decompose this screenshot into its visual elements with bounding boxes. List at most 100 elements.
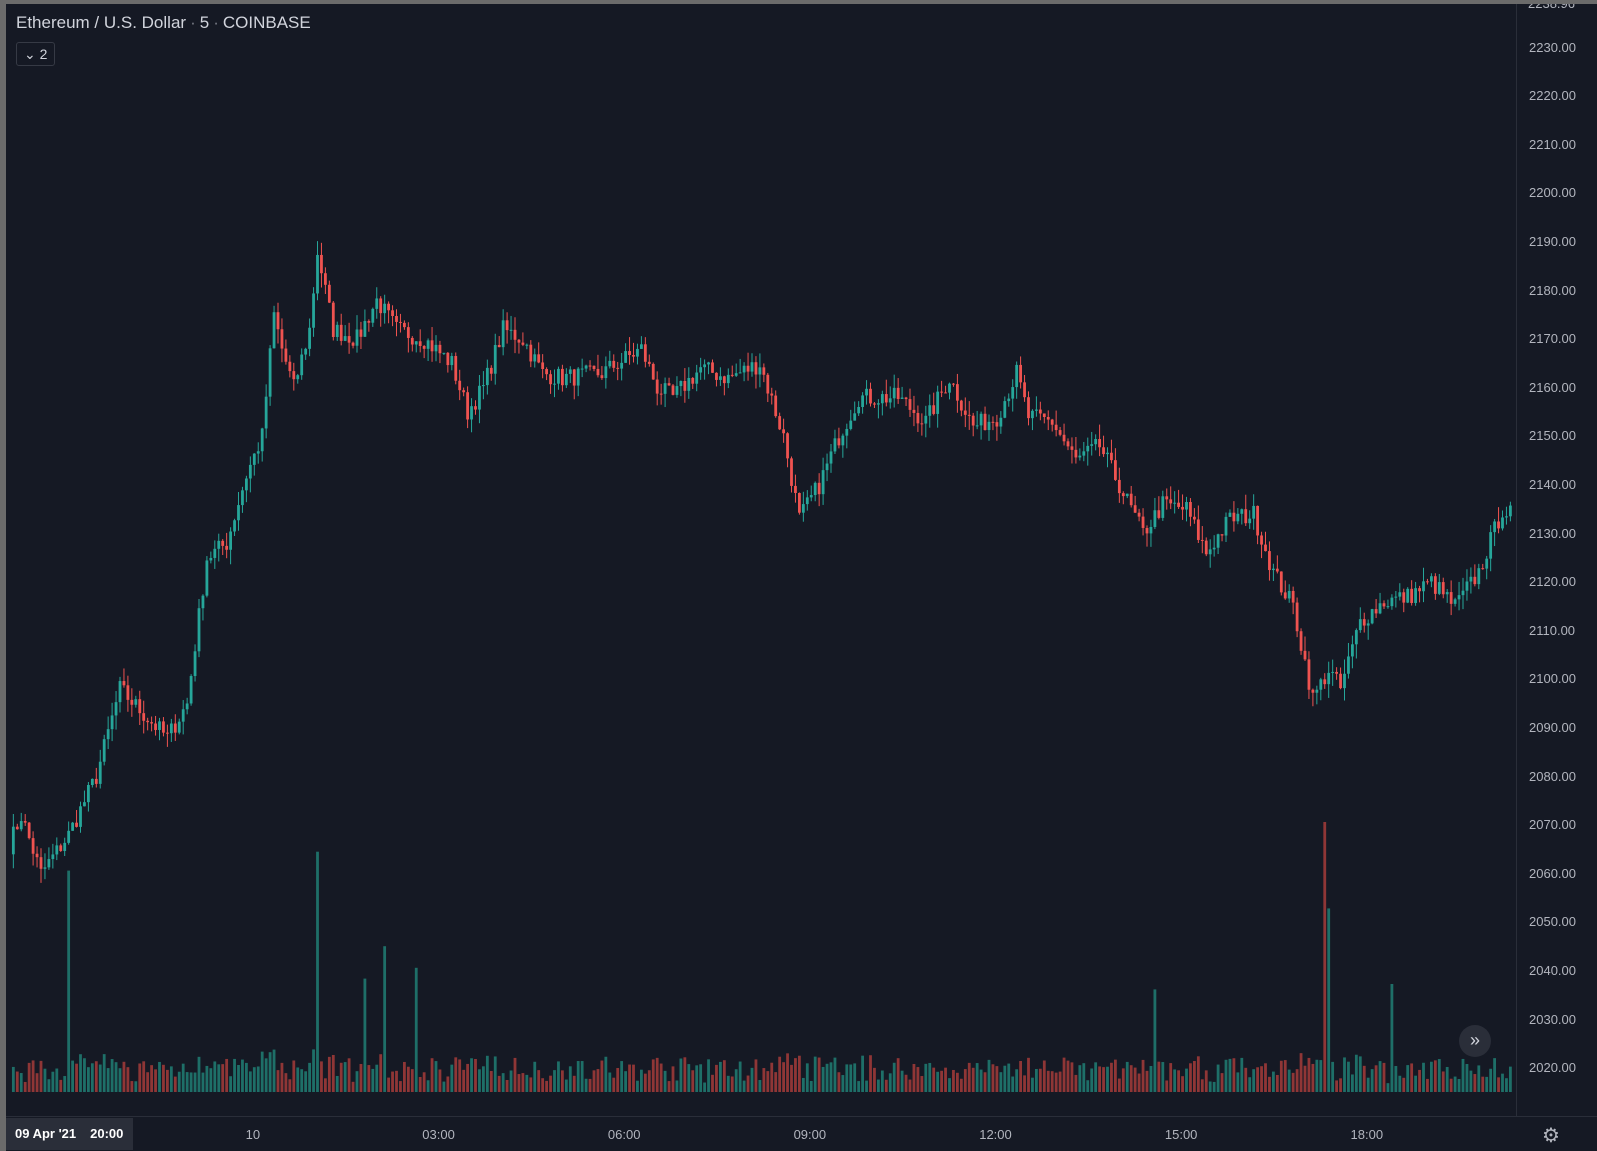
candle-body — [489, 367, 493, 374]
candle-body — [201, 595, 205, 609]
volume-bar — [537, 1070, 541, 1092]
candle-body — [166, 732, 169, 734]
candle-body — [1418, 588, 1421, 592]
candle-body — [27, 822, 31, 839]
volume-bar — [1102, 1067, 1105, 1092]
volume-bar — [27, 1062, 31, 1092]
chart-pane[interactable] — [6, 4, 1516, 1116]
candle-body — [880, 394, 884, 404]
candle-body — [181, 709, 185, 722]
candle-body — [248, 464, 252, 479]
candle-body — [1066, 441, 1070, 447]
candle-body — [801, 504, 805, 513]
volume-bar — [130, 1081, 134, 1092]
studies-count: 2 — [39, 46, 48, 62]
volume-bar — [102, 1054, 106, 1092]
symbol-legend[interactable]: Ethereum / U.S. Dollar · 5 · COINBASE — [16, 13, 311, 32]
candle-body — [312, 293, 315, 328]
candle-body — [185, 703, 189, 710]
time-axis-label: 09:00 — [793, 1127, 827, 1142]
volume-bar — [750, 1067, 754, 1092]
volume-bar — [790, 1064, 793, 1092]
candle-body — [1114, 460, 1117, 480]
time-axis-label: 03:00 — [422, 1127, 455, 1142]
gear-icon[interactable]: ⚙ — [1542, 1125, 1560, 1147]
candle-body — [217, 540, 221, 549]
price-axis-label: 2120.00 — [1529, 574, 1576, 590]
volume-bar — [825, 1063, 829, 1092]
candle-body — [1204, 540, 1208, 555]
volume-bar — [252, 1067, 256, 1092]
volume-bar — [557, 1061, 560, 1092]
volume-bar — [189, 1072, 193, 1092]
candle-body — [628, 351, 631, 356]
candle-body — [798, 493, 801, 513]
candle-body — [1295, 602, 1299, 632]
studies-toggle-button[interactable]: ⌄ 2 — [16, 42, 56, 66]
volume-bar — [67, 870, 71, 1092]
candle-body — [1358, 619, 1362, 631]
volume-bar — [15, 1071, 19, 1092]
volume-bar — [166, 1069, 169, 1092]
candle-body — [1469, 576, 1473, 582]
candle-body — [525, 344, 529, 346]
volume-bar — [987, 1059, 991, 1092]
volume-bar — [896, 1058, 900, 1092]
time-axis[interactable]: 09 Apr '21 20:00 ⚙ 10 03:00 06:00 09:00 12:00… — [6, 1116, 1597, 1151]
candle-body — [245, 478, 248, 491]
volume-bar — [651, 1059, 655, 1092]
volume-bar — [142, 1061, 146, 1092]
price-axis-label: 2040.00 — [1529, 962, 1576, 978]
candle-body — [557, 368, 560, 384]
volume-bar — [1121, 1068, 1125, 1092]
candle-body — [252, 453, 256, 465]
volume-bar — [774, 1072, 778, 1092]
volume-bar — [110, 1059, 114, 1092]
volume-bar — [339, 1062, 343, 1092]
volume-bar — [711, 1074, 714, 1092]
candle-body — [1291, 590, 1295, 603]
candle-body — [1106, 452, 1109, 455]
candle-body — [493, 344, 497, 374]
price-axis-label: 2070.00 — [1529, 817, 1576, 833]
volume-bar — [529, 1077, 533, 1092]
scroll-to-realtime-button[interactable]: » — [1459, 1025, 1491, 1057]
candle-body — [908, 399, 912, 410]
volume-bar — [296, 1067, 300, 1092]
candle-body — [888, 398, 892, 403]
candle-body — [1461, 590, 1465, 596]
volume-bar — [517, 1074, 521, 1092]
candle-body — [952, 383, 955, 385]
candle-body — [1212, 547, 1216, 550]
volume-bar — [1410, 1063, 1414, 1092]
candle-body — [1489, 532, 1493, 559]
candle-body — [1264, 544, 1267, 552]
candle-body — [300, 354, 304, 376]
volume-bar — [316, 851, 319, 1092]
candle-body — [1208, 549, 1212, 555]
volume-bar — [944, 1067, 947, 1092]
candle-body — [31, 838, 35, 854]
candle-body — [975, 425, 979, 427]
candle-body — [790, 458, 793, 486]
price-axis[interactable]: 2230.00 2220.00 2210.00 2200.00 2190.00 2180.… — [1516, 4, 1597, 1116]
candle-body — [1058, 430, 1062, 435]
volume-bar — [320, 1061, 323, 1092]
candle-body — [292, 371, 296, 380]
crosshair-date-badge: 09 Apr '21 20:00 — [6, 1118, 134, 1150]
volume-bar — [79, 1054, 82, 1092]
candle-body — [276, 312, 280, 330]
candle-body — [284, 348, 288, 362]
volume-bar — [375, 1064, 379, 1092]
candle-body — [754, 362, 758, 375]
volume-bar — [1457, 1079, 1461, 1092]
candle-body — [138, 699, 142, 714]
volume-bar — [1291, 1072, 1295, 1092]
candle-body — [1031, 410, 1034, 419]
volume-bar — [1129, 1065, 1133, 1092]
candle-body — [1216, 534, 1220, 548]
volume-bar — [1181, 1076, 1184, 1092]
volume-bar — [1141, 1059, 1145, 1092]
volume-bar — [865, 1080, 868, 1092]
volume-bar — [450, 1064, 454, 1092]
